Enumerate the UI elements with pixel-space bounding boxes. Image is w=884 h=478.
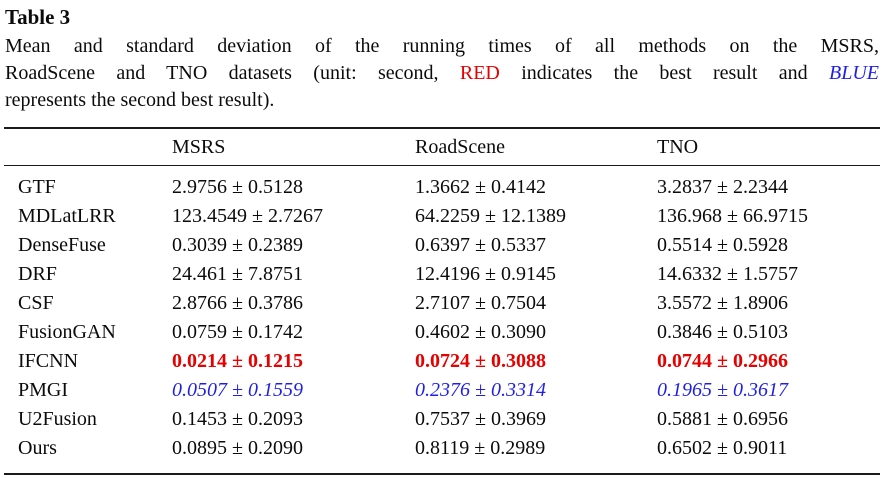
value-cell-msrs: 0.3039 ± 0.2389 bbox=[172, 234, 303, 256]
table-row: Ours 0.0895 ± 0.2090 0.8119 ± 0.2989 0.6502… bbox=[4, 434, 880, 474]
value-cell-msrs: 0.0507 ± 0.1559 bbox=[172, 379, 303, 401]
caption-keyword-red: RED bbox=[459, 62, 500, 84]
column-header-tno: TNO bbox=[657, 128, 880, 166]
value-cell-msrs: 123.4549 ± 2.7267 bbox=[172, 205, 323, 227]
caption-keyword-blue-italic: BLUE bbox=[829, 62, 879, 84]
caption-text: RoadScene and TNO datasets (unit: second… bbox=[5, 62, 460, 84]
value-cell-msrs: 2.8766 ± 0.3786 bbox=[172, 292, 303, 314]
method-name-cell: CSF bbox=[18, 292, 54, 314]
column-header-roadscene: RoadScene bbox=[415, 128, 657, 166]
method-name-cell: IFCNN bbox=[18, 350, 79, 372]
value-cell-tno: 0.6502 ± 0.9011 bbox=[657, 437, 788, 459]
value-cell-tno: 0.5514 ± 0.5928 bbox=[657, 234, 788, 256]
value-cell-roadscene: 64.2259 ± 12.1389 bbox=[415, 205, 566, 227]
value-cell-msrs: 0.0759 ± 0.1742 bbox=[172, 321, 303, 343]
table-body: GTF 2.9756 ± 0.5128 1.3662 ± 0.4142 3.2837 … bbox=[4, 166, 880, 475]
value-cell-tno: 0.1965 ± 0.3617 bbox=[657, 379, 788, 401]
value-cell-msrs: 0.0895 ± 0.2090 bbox=[172, 437, 303, 459]
caption-line: Mean and standard deviation of the runni… bbox=[5, 33, 879, 60]
column-header-msrs: MSRS bbox=[172, 128, 415, 166]
method-name-cell: Ours bbox=[18, 437, 57, 459]
column-header-method bbox=[4, 128, 172, 166]
value-cell-msrs: 2.9756 ± 0.5128 bbox=[172, 176, 303, 198]
table-row: PMGI 0.0507 ± 0.1559 0.2376 ± 0.3314 0.1965… bbox=[4, 376, 880, 405]
value-cell-msrs: 0.0214 ± 0.1215 bbox=[172, 350, 303, 372]
method-name-cell: U2Fusion bbox=[18, 408, 97, 430]
table-row: DenseFuse 0.3039 ± 0.2389 0.6397 ± 0.5337 0… bbox=[4, 231, 880, 260]
caption-text: indicates the best result and bbox=[499, 62, 829, 84]
value-cell-tno: 0.5881 ± 0.6956 bbox=[657, 408, 788, 430]
method-name-cell: PMGI bbox=[18, 379, 69, 401]
method-name-cell: DRF bbox=[18, 263, 57, 285]
value-cell-roadscene: 0.0724 ± 0.3088 bbox=[415, 350, 546, 372]
value-cell-roadscene: 12.4196 ± 0.9145 bbox=[415, 263, 556, 285]
caption-text: Mean and standard deviation of the runni… bbox=[5, 35, 879, 57]
table-row: GTF 2.9756 ± 0.5128 1.3662 ± 0.4142 3.2837 … bbox=[4, 166, 880, 203]
value-cell-tno: 136.968 ± 66.9715 bbox=[657, 205, 808, 227]
table-row: FusionGAN 0.0759 ± 0.1742 0.4602 ± 0.3090 0… bbox=[4, 318, 880, 347]
value-cell-tno: 0.0744 ± 0.2966 bbox=[657, 350, 788, 372]
table-title: Table 3 bbox=[5, 5, 71, 29]
table-row: U2Fusion 0.1453 ± 0.2093 0.7537 ± 0.3969 0.… bbox=[4, 405, 880, 434]
method-name-cell: DenseFuse bbox=[18, 234, 106, 256]
value-cell-tno: 14.6332 ± 1.5757 bbox=[657, 263, 798, 285]
results-table: MSRS RoadScene TNO GTF 2.9756 ± 0.5128 1.3… bbox=[4, 127, 880, 475]
value-cell-roadscene: 0.7537 ± 0.3969 bbox=[415, 408, 546, 430]
caption-line: RoadScene and TNO datasets (unit: second… bbox=[5, 60, 879, 87]
value-cell-tno: 0.3846 ± 0.5103 bbox=[657, 321, 788, 343]
value-cell-roadscene: 0.6397 ± 0.5337 bbox=[415, 234, 546, 256]
caption-text: represents the second best result). bbox=[5, 89, 275, 111]
value-cell-roadscene: 2.7107 ± 0.7504 bbox=[415, 292, 546, 314]
method-name-cell: MDLatLRR bbox=[18, 205, 116, 227]
method-name-cell: GTF bbox=[18, 176, 56, 198]
value-cell-msrs: 0.1453 ± 0.2093 bbox=[172, 408, 303, 430]
table-row: MDLatLRR 123.4549 ± 2.7267 64.2259 ± 12.13… bbox=[4, 202, 880, 231]
header-row: MSRS RoadScene TNO bbox=[4, 128, 880, 166]
value-cell-msrs: 24.461 ± 7.8751 bbox=[172, 263, 303, 285]
caption-line: represents the second best result). bbox=[5, 87, 879, 114]
method-name-cell: FusionGAN bbox=[18, 321, 116, 343]
value-cell-tno: 3.5572 ± 1.8906 bbox=[657, 292, 788, 314]
value-cell-roadscene: 0.8119 ± 0.2989 bbox=[415, 437, 546, 459]
value-cell-tno: 3.2837 ± 2.2344 bbox=[657, 176, 788, 198]
table-caption: Mean and standard deviation of the runni… bbox=[5, 33, 879, 114]
table-row: CSF 2.8766 ± 0.3786 2.7107 ± 0.7504 3.5572 … bbox=[4, 289, 880, 318]
value-cell-roadscene: 0.4602 ± 0.3090 bbox=[415, 321, 546, 343]
table-row: IFCNN 0.0214 ± 0.1215 0.0724 ± 0.3088 0.074… bbox=[4, 347, 880, 376]
value-cell-roadscene: 1.3662 ± 0.4142 bbox=[415, 176, 546, 198]
table-row: DRF 24.461 ± 7.8751 12.4196 ± 0.9145 14.633… bbox=[4, 260, 880, 289]
value-cell-roadscene: 0.2376 ± 0.3314 bbox=[415, 379, 546, 401]
